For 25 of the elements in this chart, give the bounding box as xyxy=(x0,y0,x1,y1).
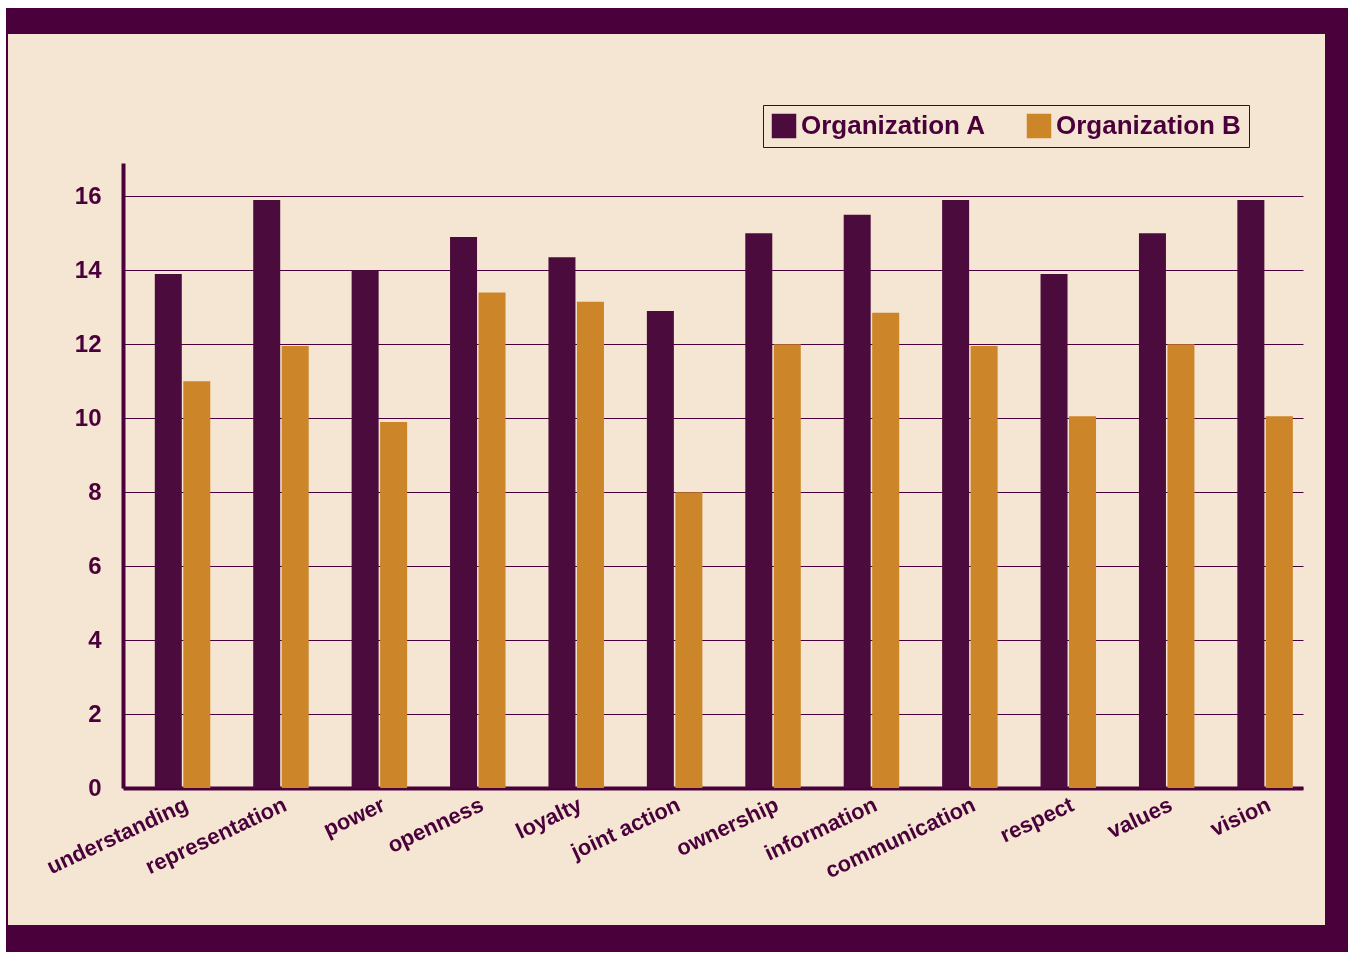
bar xyxy=(773,344,801,788)
bar xyxy=(1167,344,1195,788)
x-tick-label: values xyxy=(1103,791,1176,844)
bar xyxy=(970,346,998,788)
y-tick-label: 14 xyxy=(74,255,103,283)
bar xyxy=(872,312,900,788)
y-tick-label: 6 xyxy=(88,551,102,579)
bar xyxy=(478,292,506,788)
y-tick-label: 8 xyxy=(88,477,102,505)
y-tick-label: 0 xyxy=(88,773,102,801)
bar xyxy=(281,346,309,788)
y-tick-label: 10 xyxy=(74,403,102,431)
bar xyxy=(675,492,703,788)
y-tick-label: 12 xyxy=(74,329,102,357)
y-tick-label: 16 xyxy=(74,181,102,209)
bar xyxy=(1265,416,1293,788)
y-tick-label: 4 xyxy=(88,625,103,653)
legend-label: Organization A xyxy=(801,110,986,140)
x-tick-label: vision xyxy=(1206,791,1275,842)
bar xyxy=(380,421,408,788)
bar xyxy=(183,381,211,788)
bar xyxy=(576,301,604,788)
legend-label: Organization B xyxy=(1056,110,1241,140)
y-tick-label: 2 xyxy=(88,699,102,727)
bar xyxy=(1069,416,1097,788)
